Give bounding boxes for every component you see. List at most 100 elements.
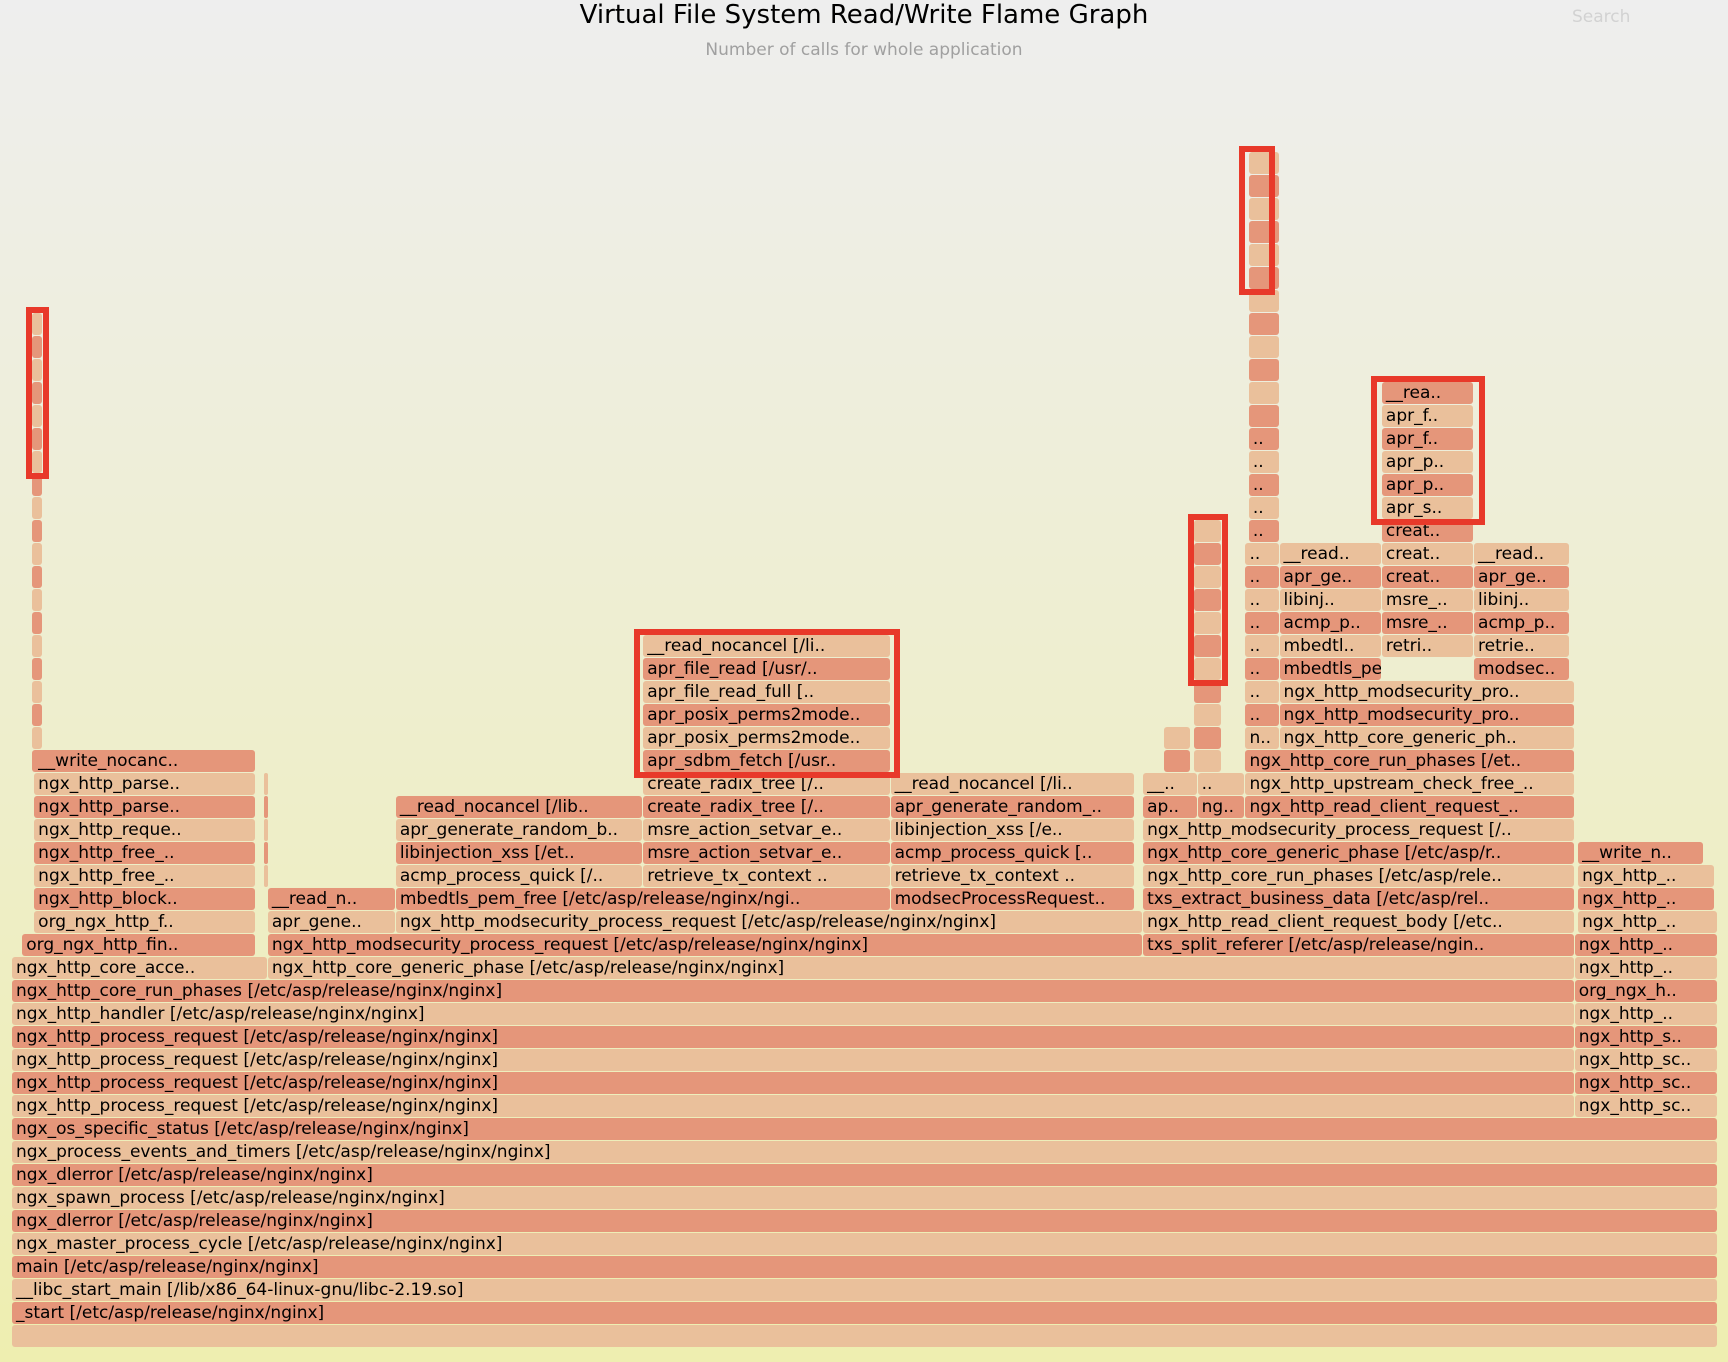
flame-frame[interactable]: creat.. — [1381, 520, 1474, 542]
flame-frame[interactable]: creat.. — [1381, 543, 1474, 565]
flame-frame[interactable]: apr_sdbm_fetch [/usr.. — [643, 750, 890, 772]
flame-frame[interactable] — [12, 1325, 1717, 1347]
flame-frame[interactable]: creat.. — [1381, 566, 1474, 588]
flame-frame[interactable]: __write_nocanc.. — [34, 750, 255, 772]
flame-frame[interactable] — [1248, 313, 1279, 335]
flame-frame[interactable]: ngx_http_reque.. — [34, 819, 255, 841]
flame-frame[interactable]: modsec.. — [1474, 658, 1569, 680]
flame-frame[interactable]: ngx_http_.. — [1574, 934, 1717, 956]
flame-frame[interactable] — [32, 704, 42, 726]
flame-frame[interactable]: .. — [1248, 520, 1279, 542]
flame-frame[interactable]: ngx_http_.. — [1574, 957, 1717, 979]
flame-frame[interactable] — [264, 819, 269, 841]
flame-frame[interactable] — [32, 520, 42, 542]
flame-frame[interactable]: ngx_http_modsecurity_pro.. — [1279, 681, 1574, 703]
flame-frame[interactable]: mbedtl.. — [1279, 635, 1381, 657]
flame-frame[interactable] — [1163, 727, 1190, 749]
flame-frame[interactable]: ng.. — [1197, 796, 1245, 818]
flame-frame[interactable]: ngx_http_parse.. — [34, 773, 255, 795]
flame-frame[interactable]: ngx_process_events_and_timers [/etc/asp/… — [12, 1141, 1717, 1163]
flame-frame[interactable] — [32, 658, 42, 680]
flame-frame[interactable]: ngx_http_.. — [1578, 911, 1717, 933]
flame-frame[interactable]: ngx_http_read_client_request_body [/etc.… — [1143, 911, 1574, 933]
flame-frame[interactable]: ngx_spawn_process [/etc/asp/release/ngin… — [12, 1187, 1717, 1209]
flame-frame[interactable]: ngx_os_specific_status [/etc/asp/release… — [12, 1118, 1717, 1140]
flame-frame[interactable]: ngx_http_free_.. — [34, 865, 255, 887]
flame-frame[interactable]: ngx_http_process_request [/etc/asp/relea… — [12, 1072, 1574, 1094]
flame-frame[interactable]: retrieve_tx_context .. — [890, 865, 1134, 887]
flame-frame[interactable]: ngx_http_.. — [1578, 888, 1714, 910]
search-button[interactable]: Search — [1572, 7, 1631, 27]
flame-frame[interactable]: ngx_http_handler [/etc/asp/release/nginx… — [12, 1003, 1574, 1025]
flame-frame[interactable]: acmp_p.. — [1279, 612, 1381, 634]
flame-frame[interactable]: retrieve_tx_context .. — [643, 865, 890, 887]
flame-frame[interactable]: .. — [1248, 451, 1279, 473]
flame-frame[interactable]: ngx_http_process_request [/etc/asp/relea… — [12, 1026, 1574, 1048]
flame-frame[interactable] — [1248, 267, 1279, 289]
flame-frame[interactable]: apr_gene.. — [267, 911, 395, 933]
flame-frame[interactable]: libinj.. — [1474, 589, 1569, 611]
flame-frame[interactable]: msre_.. — [1381, 612, 1474, 634]
flame-frame[interactable]: acmp_p.. — [1474, 612, 1569, 634]
flame-frame[interactable] — [1194, 704, 1221, 726]
flame-frame[interactable]: ngx_dlerror [/etc/asp/release/nginx/ngin… — [12, 1210, 1717, 1232]
flame-frame[interactable]: ngx_http_core_acce.. — [12, 957, 267, 979]
flame-frame[interactable]: ap.. — [1143, 796, 1197, 818]
flame-frame[interactable]: apr_ge.. — [1474, 566, 1569, 588]
flame-frame[interactable]: mbedtls_pem_fr.. — [1279, 658, 1381, 680]
flame-frame[interactable] — [1194, 658, 1221, 680]
flame-frame[interactable]: apr_posix_perms2mode.. — [643, 704, 890, 726]
flame-frame[interactable]: msre_action_setvar_e.. — [643, 842, 890, 864]
flame-frame[interactable]: ngx_http_process_request [/etc/asp/relea… — [12, 1095, 1574, 1117]
flame-frame[interactable]: .. — [1245, 543, 1279, 565]
flame-frame[interactable]: __read_nocancel [/lib.. — [395, 796, 643, 818]
flame-frame[interactable]: apr_generate_random_b.. — [395, 819, 643, 841]
flame-frame[interactable]: ngx_http_modsecurity_process_request [/.… — [1143, 819, 1574, 841]
flame-frame[interactable] — [1248, 290, 1279, 312]
flame-frame[interactable]: .. — [1245, 635, 1279, 657]
flame-frame[interactable] — [32, 681, 42, 703]
flame-frame[interactable]: apr_generate_random_.. — [890, 796, 1134, 818]
flame-frame[interactable]: __read.. — [1474, 543, 1569, 565]
flame-frame[interactable] — [264, 842, 269, 864]
flame-frame[interactable]: apr_posix_perms2mode.. — [643, 727, 890, 749]
flame-frame[interactable]: mbedtls_pem_free [/etc/asp/release/nginx… — [395, 888, 890, 910]
flame-frame[interactable]: ngx_http_sc.. — [1574, 1095, 1717, 1117]
flame-frame[interactable]: apr_f.. — [1381, 405, 1474, 427]
flame-frame[interactable]: __read_n.. — [267, 888, 395, 910]
flame-frame[interactable]: .. — [1245, 681, 1279, 703]
flame-frame[interactable]: apr_ge.. — [1279, 566, 1381, 588]
flame-frame[interactable]: apr_file_read [/usr/.. — [643, 658, 890, 680]
flame-frame[interactable]: __write_n.. — [1578, 842, 1704, 864]
flame-frame[interactable]: libinjection_xss [/e.. — [890, 819, 1134, 841]
flame-frame[interactable] — [32, 428, 42, 450]
flame-frame[interactable]: ngx_http_.. — [1578, 865, 1714, 887]
flame-frame[interactable]: apr_file_read_full [.. — [643, 681, 890, 703]
flame-frame[interactable]: create_radix_tree [/.. — [643, 796, 890, 818]
flame-frame[interactable]: ngx_http_free_.. — [34, 842, 255, 864]
flame-frame[interactable] — [32, 727, 42, 749]
flame-frame[interactable]: org_ngx_h.. — [1574, 980, 1717, 1002]
flame-frame[interactable]: libinj.. — [1279, 589, 1381, 611]
flame-frame[interactable]: org_ngx_http_f.. — [34, 911, 255, 933]
flame-frame[interactable]: ngx_http_core_run_phases [/etc/asp/relea… — [12, 980, 1574, 1002]
flame-frame[interactable] — [32, 451, 42, 473]
flame-frame[interactable] — [1163, 750, 1190, 772]
flame-frame[interactable] — [1248, 382, 1279, 404]
flame-frame[interactable]: n.. — [1245, 727, 1279, 749]
flame-frame[interactable] — [32, 336, 42, 358]
flame-frame[interactable]: ngx_http_core_generic_ph.. — [1279, 727, 1574, 749]
flame-frame[interactable]: ngx_http_modsecurity_process_request [/e… — [395, 911, 1143, 933]
flame-frame[interactable]: create_radix_tree [/.. — [643, 773, 890, 795]
flame-frame[interactable] — [264, 865, 269, 887]
flame-frame[interactable]: ngx_master_process_cycle [/etc/asp/relea… — [12, 1233, 1717, 1255]
flame-frame[interactable]: .. — [1245, 704, 1279, 726]
flame-frame[interactable]: org_ngx_http_fin.. — [22, 934, 255, 956]
flame-frame[interactable]: ngx_http_core_generic_phase [/etc/asp/re… — [267, 957, 1574, 979]
flame-frame[interactable] — [32, 543, 42, 565]
flame-frame[interactable]: retrie.. — [1474, 635, 1569, 657]
flame-frame[interactable] — [1194, 543, 1221, 565]
flame-frame[interactable]: ngx_http_read_client_request_.. — [1245, 796, 1574, 818]
flame-frame[interactable]: .. — [1197, 773, 1245, 795]
flame-frame[interactable] — [1248, 244, 1279, 266]
